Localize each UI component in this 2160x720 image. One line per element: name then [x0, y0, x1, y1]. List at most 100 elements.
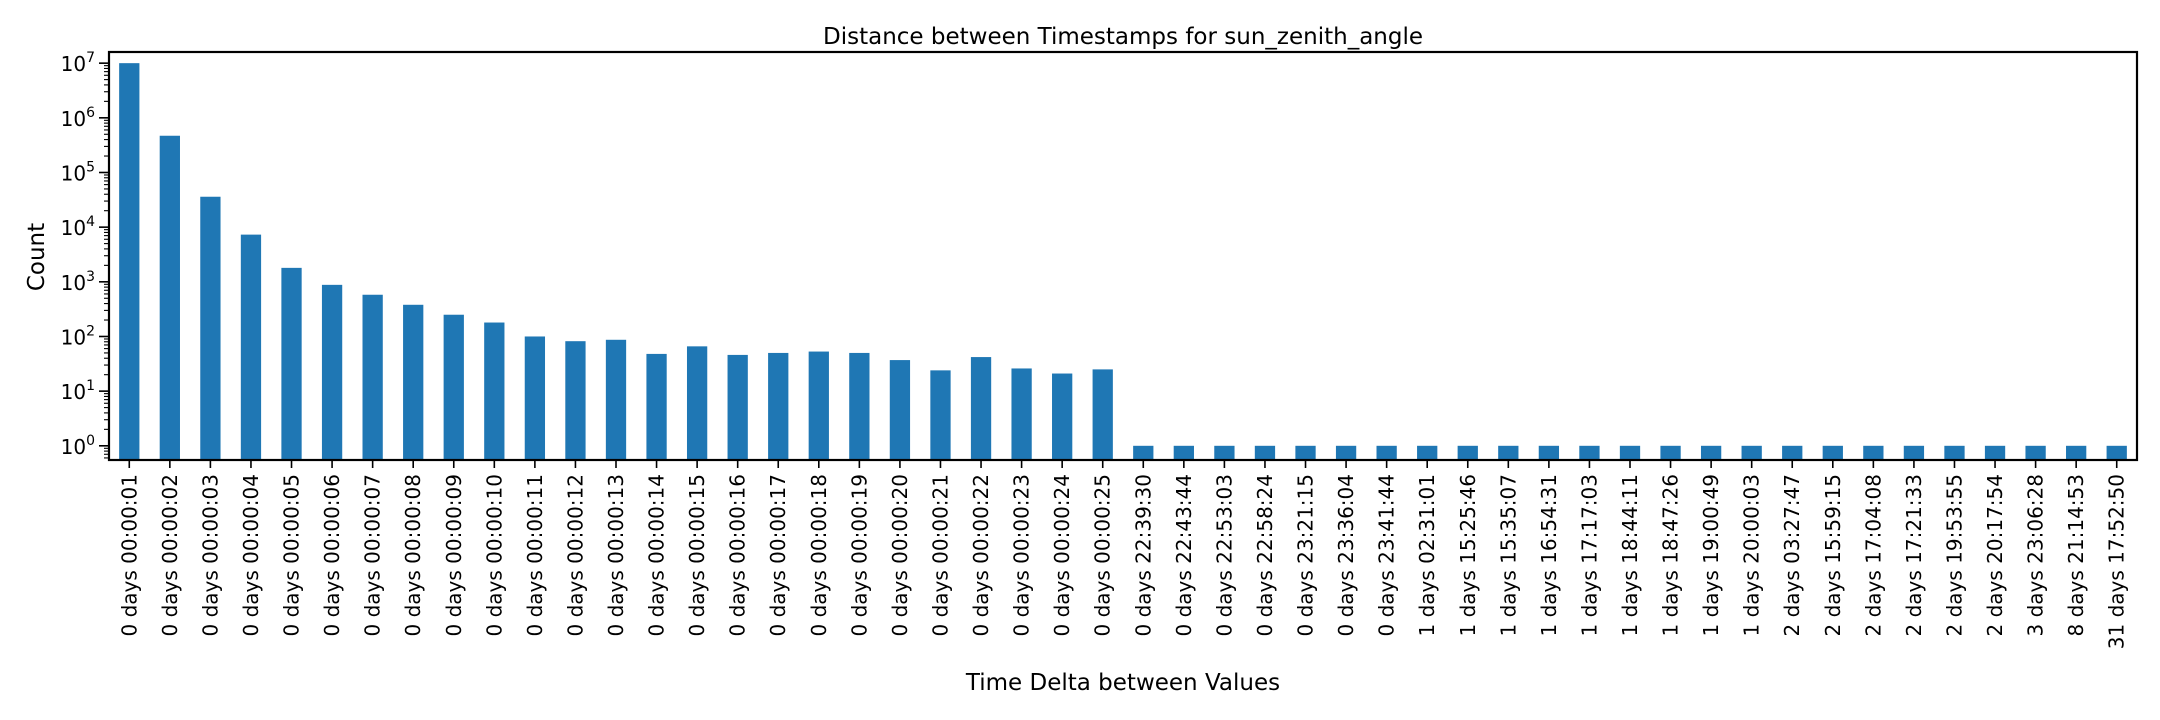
x-tick-label: 0 days 00:00:12 [563, 474, 587, 636]
x-tick-label: 0 days 00:00:20 [888, 474, 912, 636]
y-tick-label: 104 [61, 214, 95, 240]
x-tick-label: 0 days 00:00:09 [442, 474, 466, 636]
bar [1782, 445, 1803, 460]
x-tick-label: 0 days 22:53:03 [1212, 474, 1236, 636]
x-tick-label: 0 days 00:00:11 [523, 474, 547, 636]
x-tick-label: 1 days 18:47:26 [1659, 474, 1683, 636]
x-axis-label: Time Delta between Values [965, 670, 1280, 696]
x-tick-label: 2 days 19:53:55 [1942, 474, 1966, 636]
x-tick-label: 2 days 15:59:15 [1821, 474, 1845, 636]
bar [1700, 445, 1722, 460]
x-tick-label: 2 days 17:04:08 [1861, 474, 1885, 636]
y-tick-label: 102 [61, 323, 95, 349]
x-tick-label: 8 days 21:14:53 [2064, 474, 2088, 636]
x-tick-label: 0 days 22:43:44 [1172, 474, 1196, 636]
x-tick-label: 2 days 20:17:54 [1983, 474, 2007, 636]
x-tick-label: 2 days 03:27:47 [1780, 474, 1804, 636]
bar [849, 352, 870, 460]
x-tick-label: 1 days 18:44:11 [1618, 474, 1642, 636]
x-tick-label: 0 days 00:00:08 [401, 474, 425, 636]
bar [768, 352, 789, 460]
x-tick-label: 0 days 00:00:23 [1010, 474, 1034, 636]
x-tick-label: 0 days 00:00:16 [726, 474, 750, 636]
x-tick-label: 1 days 15:35:07 [1496, 474, 1520, 636]
bar [686, 346, 708, 460]
bar [119, 63, 140, 460]
bar [240, 234, 262, 460]
x-tick-label: 0 days 00:00:01 [117, 474, 141, 636]
bar [1092, 369, 1113, 460]
bar [1903, 445, 1925, 460]
y-tick-label: 103 [61, 269, 95, 295]
bar [1214, 445, 1235, 460]
bar [1417, 445, 1438, 460]
x-tick-label: 0 days 00:00:24 [1050, 474, 1074, 636]
bar [1741, 445, 1762, 460]
bar [321, 284, 343, 460]
y-tick-label: 101 [61, 378, 95, 404]
x-tick-label: 0 days 23:21:15 [1294, 474, 1318, 636]
x-tick-label: 0 days 00:00:04 [239, 474, 263, 636]
bar [970, 357, 992, 460]
x-tick-label: 0 days 00:00:14 [645, 474, 669, 636]
bar [403, 304, 424, 460]
x-tick-label: 0 days 00:00:10 [482, 474, 506, 636]
bar [1376, 445, 1397, 460]
chart-title: Distance between Timestamps for sun_zeni… [823, 24, 1423, 50]
bar [1335, 445, 1357, 460]
x-tick-label: 2 days 17:21:33 [1902, 474, 1926, 636]
bar [443, 314, 464, 460]
x-tick-label: 0 days 22:39:30 [1131, 474, 1155, 636]
bar [2066, 445, 2087, 460]
x-tick-label: 0 days 00:00:18 [807, 474, 831, 636]
bar [565, 341, 586, 460]
x-tick-label: 1 days 02:31:01 [1415, 474, 1439, 636]
x-tick-label: 0 days 00:00:07 [361, 474, 385, 636]
bar [1944, 445, 1965, 460]
bar [1660, 445, 1681, 460]
x-tick-label: 1 days 15:25:46 [1456, 474, 1480, 636]
x-tick-label: 1 days 20:00:03 [1740, 474, 1764, 636]
bar [1498, 445, 1519, 460]
y-tick-label: 106 [61, 105, 95, 131]
bar [1173, 445, 1194, 460]
bar [1133, 445, 1154, 460]
x-tick-label: 0 days 00:00:21 [928, 474, 952, 636]
y-axis-label: Count [24, 223, 50, 291]
x-tick-label: 0 days 00:00:05 [280, 474, 304, 636]
x-tick-label: 0 days 00:00:17 [766, 474, 790, 636]
y-tick-label: 107 [61, 50, 95, 76]
x-tick-label: 0 days 00:00:03 [198, 474, 222, 636]
bar [159, 135, 180, 460]
bar [362, 294, 383, 460]
bar [1984, 445, 2006, 460]
bar [2106, 445, 2127, 460]
x-tick-label: 3 days 23:06:28 [2024, 474, 2048, 636]
bar [1863, 445, 1884, 460]
x-tick-label: 1 days 16:54:31 [1537, 474, 1561, 636]
bar [1619, 445, 1641, 460]
x-tick-label: 0 days 00:00:02 [158, 474, 182, 636]
x-tick-label: 0 days 22:58:24 [1253, 474, 1277, 636]
bar [484, 322, 505, 460]
x-tick-label: 0 days 00:00:22 [969, 474, 993, 636]
x-tick-label: 0 days 00:00:15 [685, 474, 709, 636]
x-tick-label: 0 days 00:00:13 [604, 474, 628, 636]
bar [1822, 445, 1843, 460]
bar [200, 196, 221, 460]
x-tick-label: 1 days 19:00:49 [1699, 474, 1723, 636]
bar [524, 336, 546, 460]
x-tick-label: 0 days 00:00:25 [1091, 474, 1115, 636]
bar [1295, 445, 1316, 460]
bar [1579, 445, 1600, 460]
x-tick-label: 31 days 17:52:50 [2105, 474, 2129, 649]
bar [281, 267, 302, 460]
bar [727, 354, 748, 460]
y-tick-label: 100 [61, 433, 95, 459]
plot-frame [107, 50, 2139, 462]
bar [1052, 373, 1073, 460]
bar [2025, 445, 2046, 460]
x-tick-label: 0 days 00:00:06 [320, 474, 344, 636]
bar [1457, 445, 1478, 460]
